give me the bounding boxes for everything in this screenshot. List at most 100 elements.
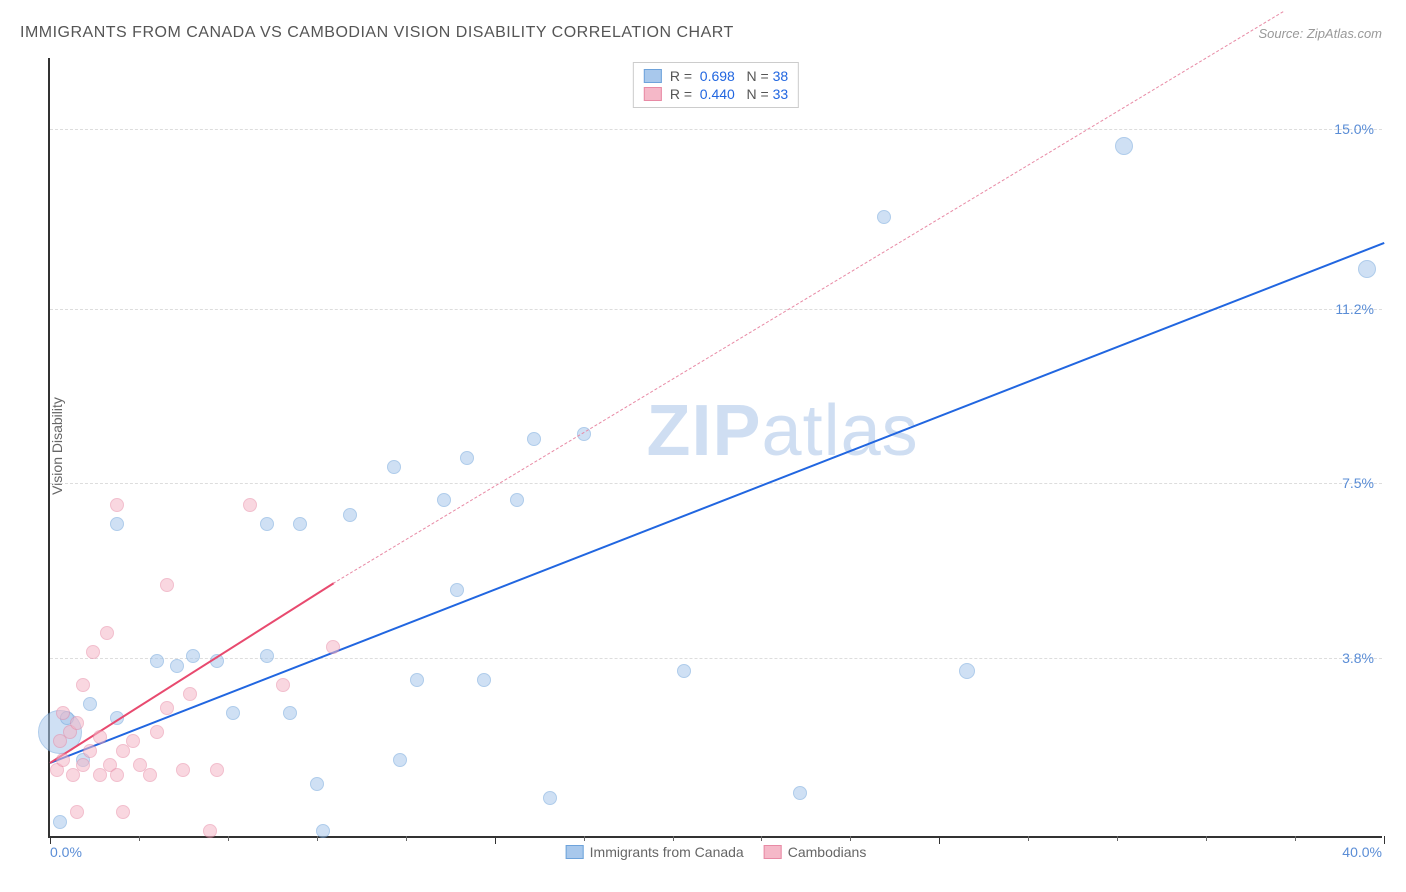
legend-swatch — [764, 845, 782, 859]
xtick-minor — [139, 836, 140, 841]
bottom-legend-item: Immigrants from Canada — [566, 844, 744, 860]
bottom-legend-label: Cambodians — [788, 844, 867, 860]
xtick-minor — [1028, 836, 1029, 841]
scatter-point — [510, 493, 524, 507]
scatter-point — [70, 716, 84, 730]
scatter-point — [170, 659, 184, 673]
xlim-min-label: 0.0% — [50, 844, 82, 860]
stat-legend: R = 0.698 N = 38 R = 0.440 N = 33 — [633, 62, 799, 108]
scatter-point — [410, 673, 424, 687]
scatter-point — [1115, 137, 1133, 155]
scatter-point — [56, 753, 70, 767]
scatter-point — [56, 706, 70, 720]
scatter-point — [76, 758, 90, 772]
scatter-point — [116, 805, 130, 819]
scatter-point — [877, 210, 891, 224]
xtick-major — [50, 836, 51, 844]
scatter-point — [226, 706, 240, 720]
scatter-point — [83, 744, 97, 758]
chart-title: IMMIGRANTS FROM CANADA VS CAMBODIAN VISI… — [20, 24, 734, 42]
scatter-point — [677, 664, 691, 678]
scatter-point — [160, 701, 174, 715]
xtick-minor — [1117, 836, 1118, 841]
scatter-point — [243, 498, 257, 512]
scatter-point — [316, 824, 330, 838]
gridline-h — [50, 658, 1382, 659]
xtick-minor — [317, 836, 318, 841]
xtick-minor — [406, 836, 407, 841]
scatter-point — [450, 583, 464, 597]
scatter-point — [293, 517, 307, 531]
scatter-point — [326, 640, 340, 654]
scatter-point — [959, 663, 975, 679]
bottom-legend-label: Immigrants from Canada — [590, 844, 744, 860]
scatter-point — [477, 673, 491, 687]
xtick-minor — [584, 836, 585, 841]
source-label: Source: ZipAtlas.com — [1258, 26, 1382, 41]
scatter-point — [150, 725, 164, 739]
scatter-point — [53, 815, 67, 829]
xtick-major — [495, 836, 496, 844]
scatter-point — [110, 498, 124, 512]
scatter-point — [210, 763, 224, 777]
xtick-minor — [850, 836, 851, 841]
scatter-point — [76, 678, 90, 692]
ytick-label: 11.2% — [1335, 301, 1374, 317]
xtick-minor — [1295, 836, 1296, 841]
trend-line-dashed — [333, 11, 1284, 584]
xtick-minor — [1206, 836, 1207, 841]
scatter-point — [126, 734, 140, 748]
scatter-point — [543, 791, 557, 805]
ytick-label: 3.8% — [1342, 650, 1374, 666]
scatter-point — [387, 460, 401, 474]
scatter-point — [1358, 260, 1376, 278]
scatter-point — [260, 517, 274, 531]
scatter-point — [83, 697, 97, 711]
xtick-minor — [228, 836, 229, 841]
scatter-point — [160, 578, 174, 592]
scatter-point — [437, 493, 451, 507]
gridline-h — [50, 129, 1382, 130]
xtick-major — [1384, 836, 1385, 844]
scatter-point — [100, 626, 114, 640]
stat-legend-row: R = 0.440 N = 33 — [644, 85, 788, 103]
stat-legend-row: R = 0.698 N = 38 — [644, 67, 788, 85]
scatter-point — [343, 508, 357, 522]
xtick-minor — [673, 836, 674, 841]
scatter-point — [150, 654, 164, 668]
chart-container: IMMIGRANTS FROM CANADA VS CAMBODIAN VISI… — [0, 0, 1406, 892]
scatter-point — [86, 645, 100, 659]
scatter-point — [527, 432, 541, 446]
gridline-h — [50, 483, 1382, 484]
ytick-label: 7.5% — [1342, 475, 1374, 491]
scatter-point — [203, 824, 217, 838]
watermark: ZIPatlas — [647, 390, 919, 472]
legend-swatch — [566, 845, 584, 859]
stat-legend-text: R = 0.440 N = 33 — [670, 86, 788, 102]
bottom-legend-item: Cambodians — [764, 844, 867, 860]
scatter-point — [176, 763, 190, 777]
scatter-point — [460, 451, 474, 465]
stat-legend-text: R = 0.698 N = 38 — [670, 68, 788, 84]
legend-swatch — [644, 69, 662, 83]
scatter-point — [260, 649, 274, 663]
scatter-point — [110, 517, 124, 531]
scatter-point — [186, 649, 200, 663]
xlim-max-label: 40.0% — [1342, 844, 1382, 860]
scatter-point — [393, 753, 407, 767]
scatter-point — [283, 706, 297, 720]
scatter-point — [143, 768, 157, 782]
scatter-point — [793, 786, 807, 800]
plot-area: ZIPatlas 3.8%7.5%11.2%15.0%0.0%40.0%R = … — [48, 58, 1382, 838]
scatter-point — [310, 777, 324, 791]
scatter-point — [70, 805, 84, 819]
ytick-label: 15.0% — [1334, 121, 1374, 137]
scatter-point — [276, 678, 290, 692]
legend-swatch — [644, 87, 662, 101]
scatter-point — [110, 768, 124, 782]
gridline-h — [50, 309, 1382, 310]
xtick-major — [939, 836, 940, 844]
scatter-point — [183, 687, 197, 701]
xtick-minor — [761, 836, 762, 841]
scatter-point — [93, 730, 107, 744]
